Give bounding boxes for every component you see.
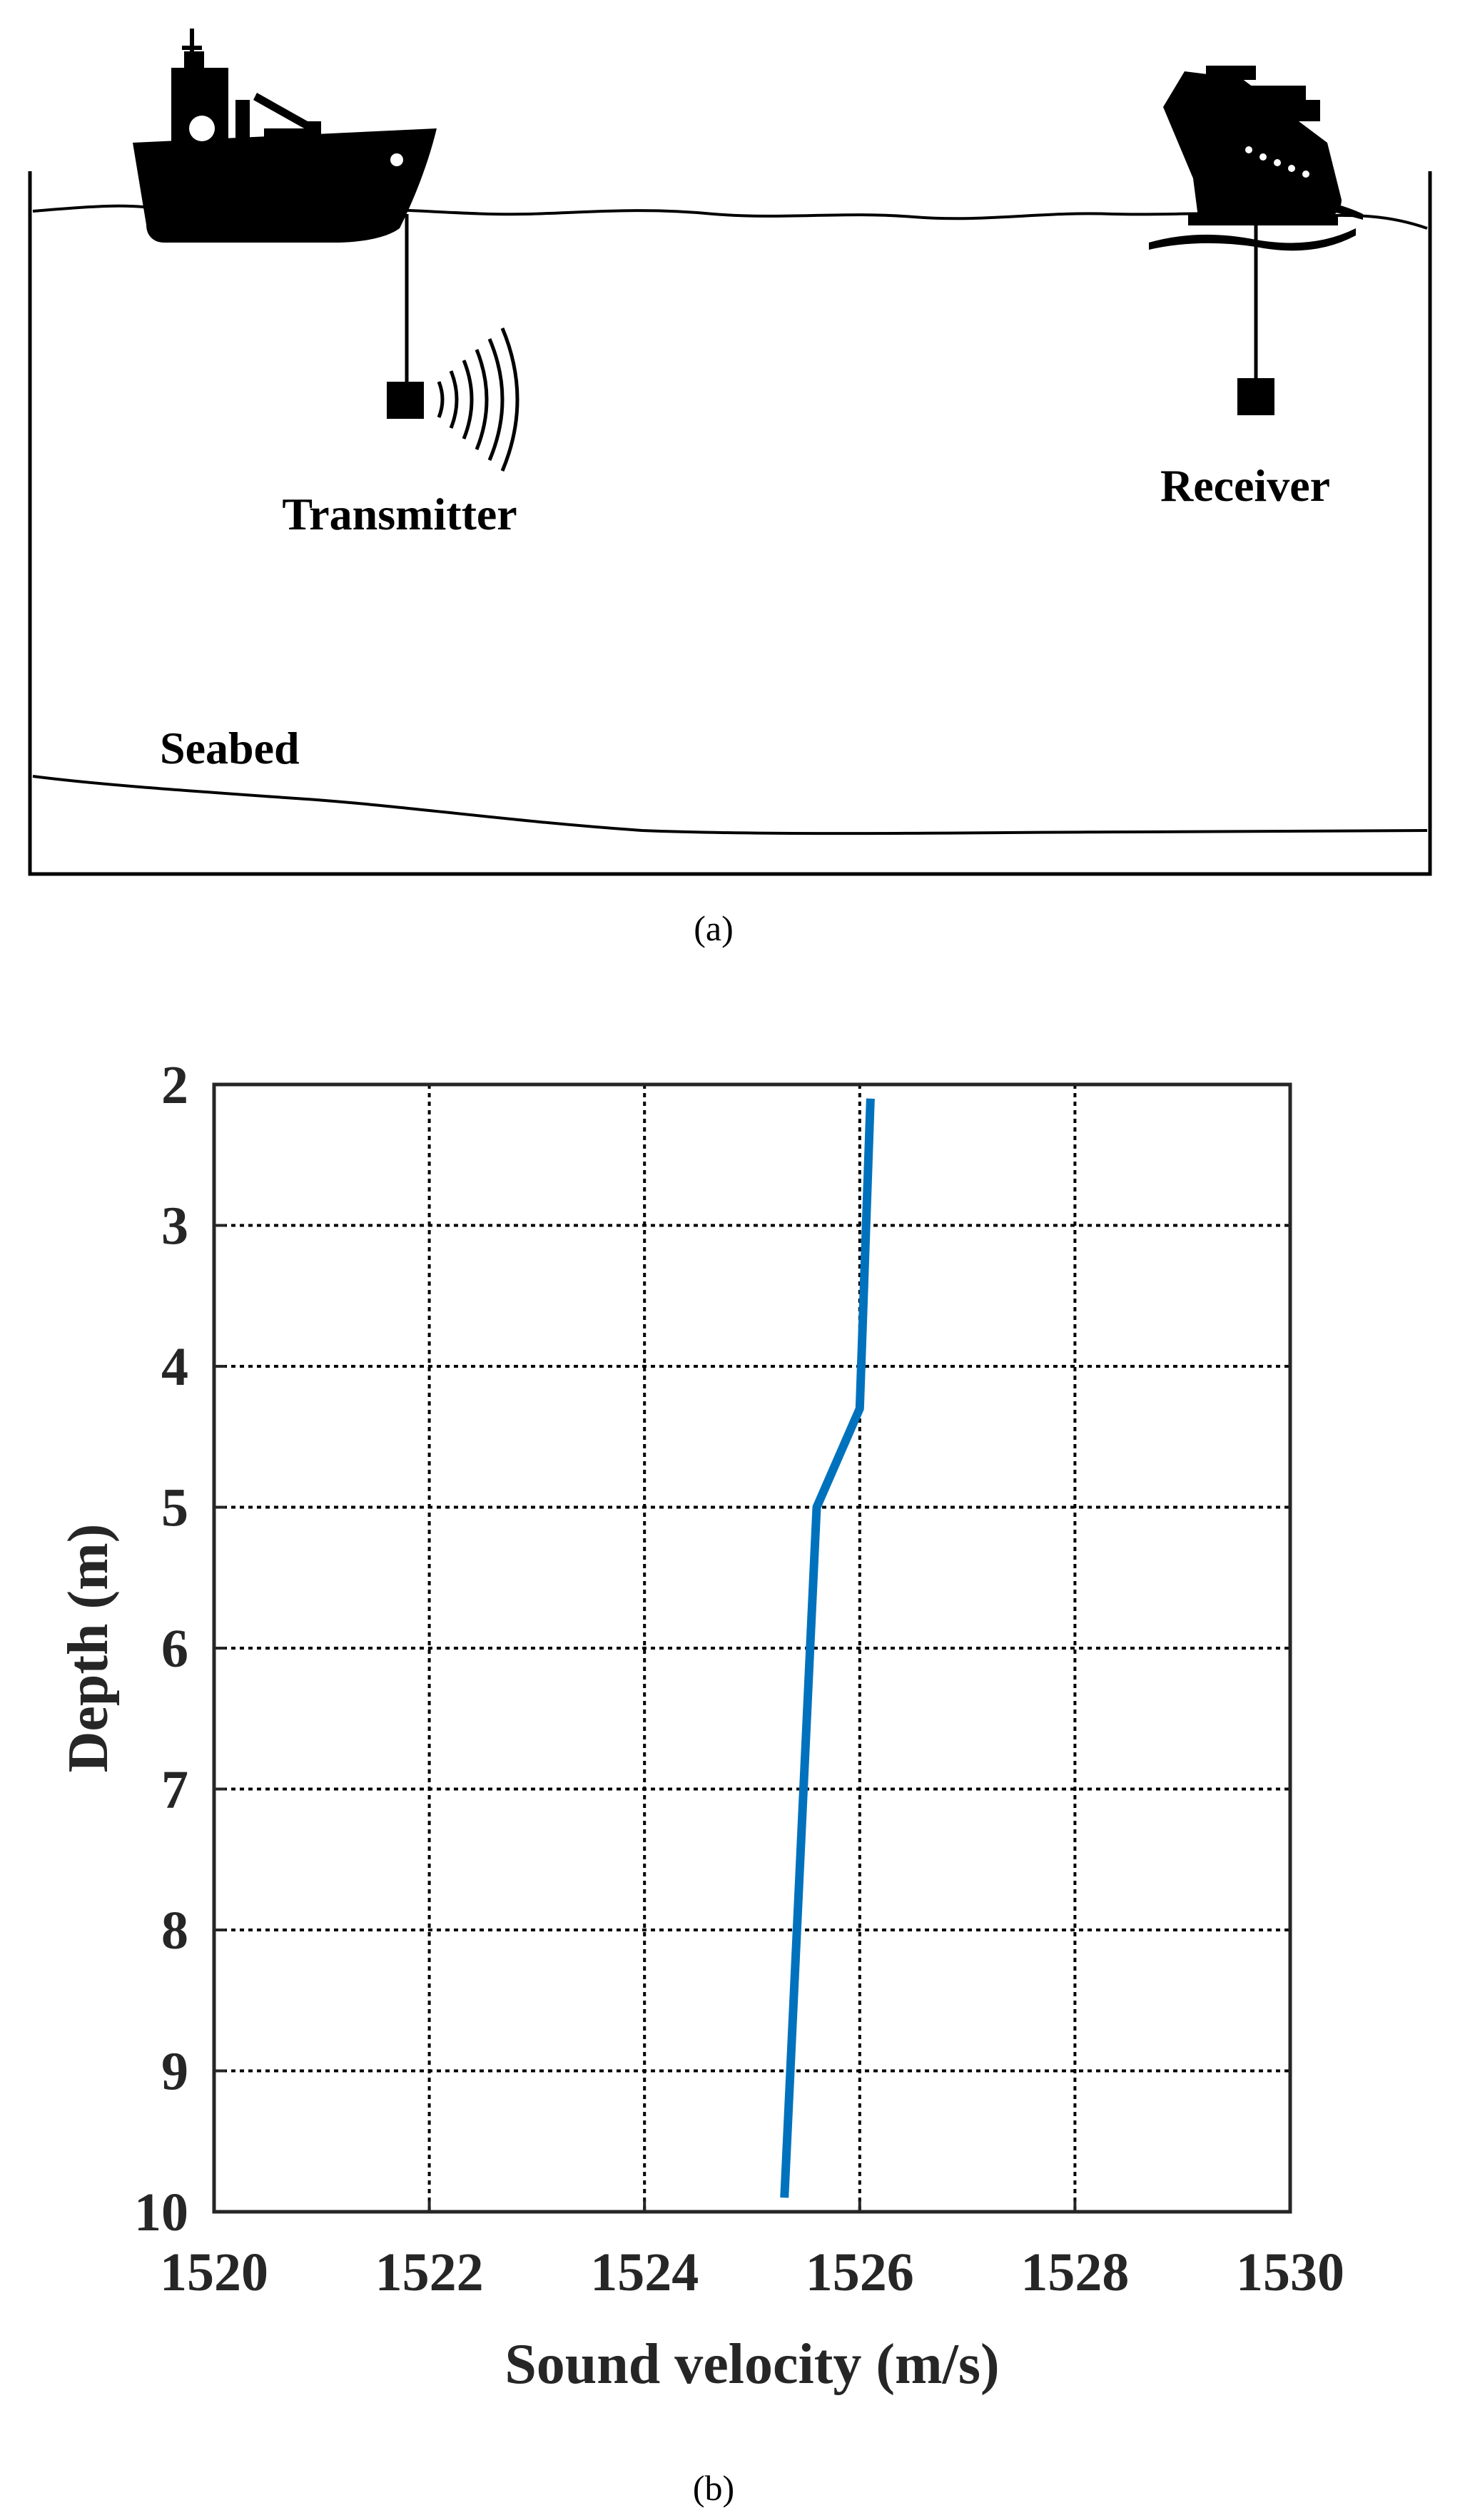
sound-velocity-line bbox=[780, 1098, 875, 2198]
y-tick-label: 4 bbox=[161, 1337, 188, 1397]
water-tank-outline bbox=[28, 171, 1432, 876]
x-tick-label: 1520 bbox=[160, 2242, 268, 2302]
seabed-label: Seabed bbox=[160, 723, 300, 773]
y-tick-label: 3 bbox=[161, 1197, 188, 1256]
x-tick-label: 1524 bbox=[590, 2242, 699, 2302]
x-tick-label: 1530 bbox=[1236, 2242, 1344, 2302]
transmitter-ship-icon bbox=[133, 29, 437, 243]
y-tick-label: 9 bbox=[161, 2042, 188, 2102]
y-tick-label: 8 bbox=[161, 1901, 188, 1961]
tick-layer: 1520 1522 1524 1526 1528 1530 2 3 4 5 6 7 8 9 10 bbox=[134, 1055, 1344, 2302]
transmitter-block bbox=[387, 382, 424, 419]
x-tick-label: 1528 bbox=[1020, 2242, 1129, 2302]
grid-layer bbox=[214, 1084, 1290, 2212]
setup-diagram-panel: Transmitter Receiver Seabed (a) bbox=[0, 0, 1460, 985]
y-tick-label: 6 bbox=[161, 1619, 188, 1679]
y-axis-label: Depth (m) bbox=[57, 1524, 120, 1773]
y-tick-label: 5 bbox=[161, 1478, 188, 1538]
transmitter-label: Transmitter bbox=[282, 489, 517, 539]
seabed-line bbox=[32, 775, 1428, 835]
x-tick-label: 1526 bbox=[806, 2242, 914, 2302]
signal-waves-icon bbox=[437, 327, 519, 472]
x-tick-label: 1522 bbox=[375, 2242, 484, 2302]
plot-area-frame bbox=[212, 1082, 1292, 2214]
setup-diagram: Transmitter Receiver Seabed (a) bbox=[28, 29, 1432, 948]
sound-velocity-chart: 1520 1522 1524 1526 1528 1530 2 3 4 5 6 7 8 9 10 Sound… bbox=[57, 1055, 1344, 2508]
x-axis-label: Sound velocity (m/s) bbox=[505, 2333, 999, 2396]
sound-velocity-chart-panel: 1520 1522 1524 1526 1528 1530 2 3 4 5 6 7 8 9 10 Sound… bbox=[0, 985, 1460, 2520]
receiver-label: Receiver bbox=[1160, 460, 1330, 511]
receiver-block bbox=[1237, 378, 1274, 415]
panel-a-caption: (a) bbox=[694, 908, 734, 948]
y-tick-label: 7 bbox=[161, 1760, 188, 1820]
receiver-ship-icon bbox=[1149, 66, 1363, 251]
panel-b-caption: (b) bbox=[693, 2468, 734, 2508]
series-layer bbox=[780, 1098, 875, 2198]
y-tick-label: 2 bbox=[161, 1055, 188, 1115]
y-tick-label: 10 bbox=[134, 2183, 188, 2242]
